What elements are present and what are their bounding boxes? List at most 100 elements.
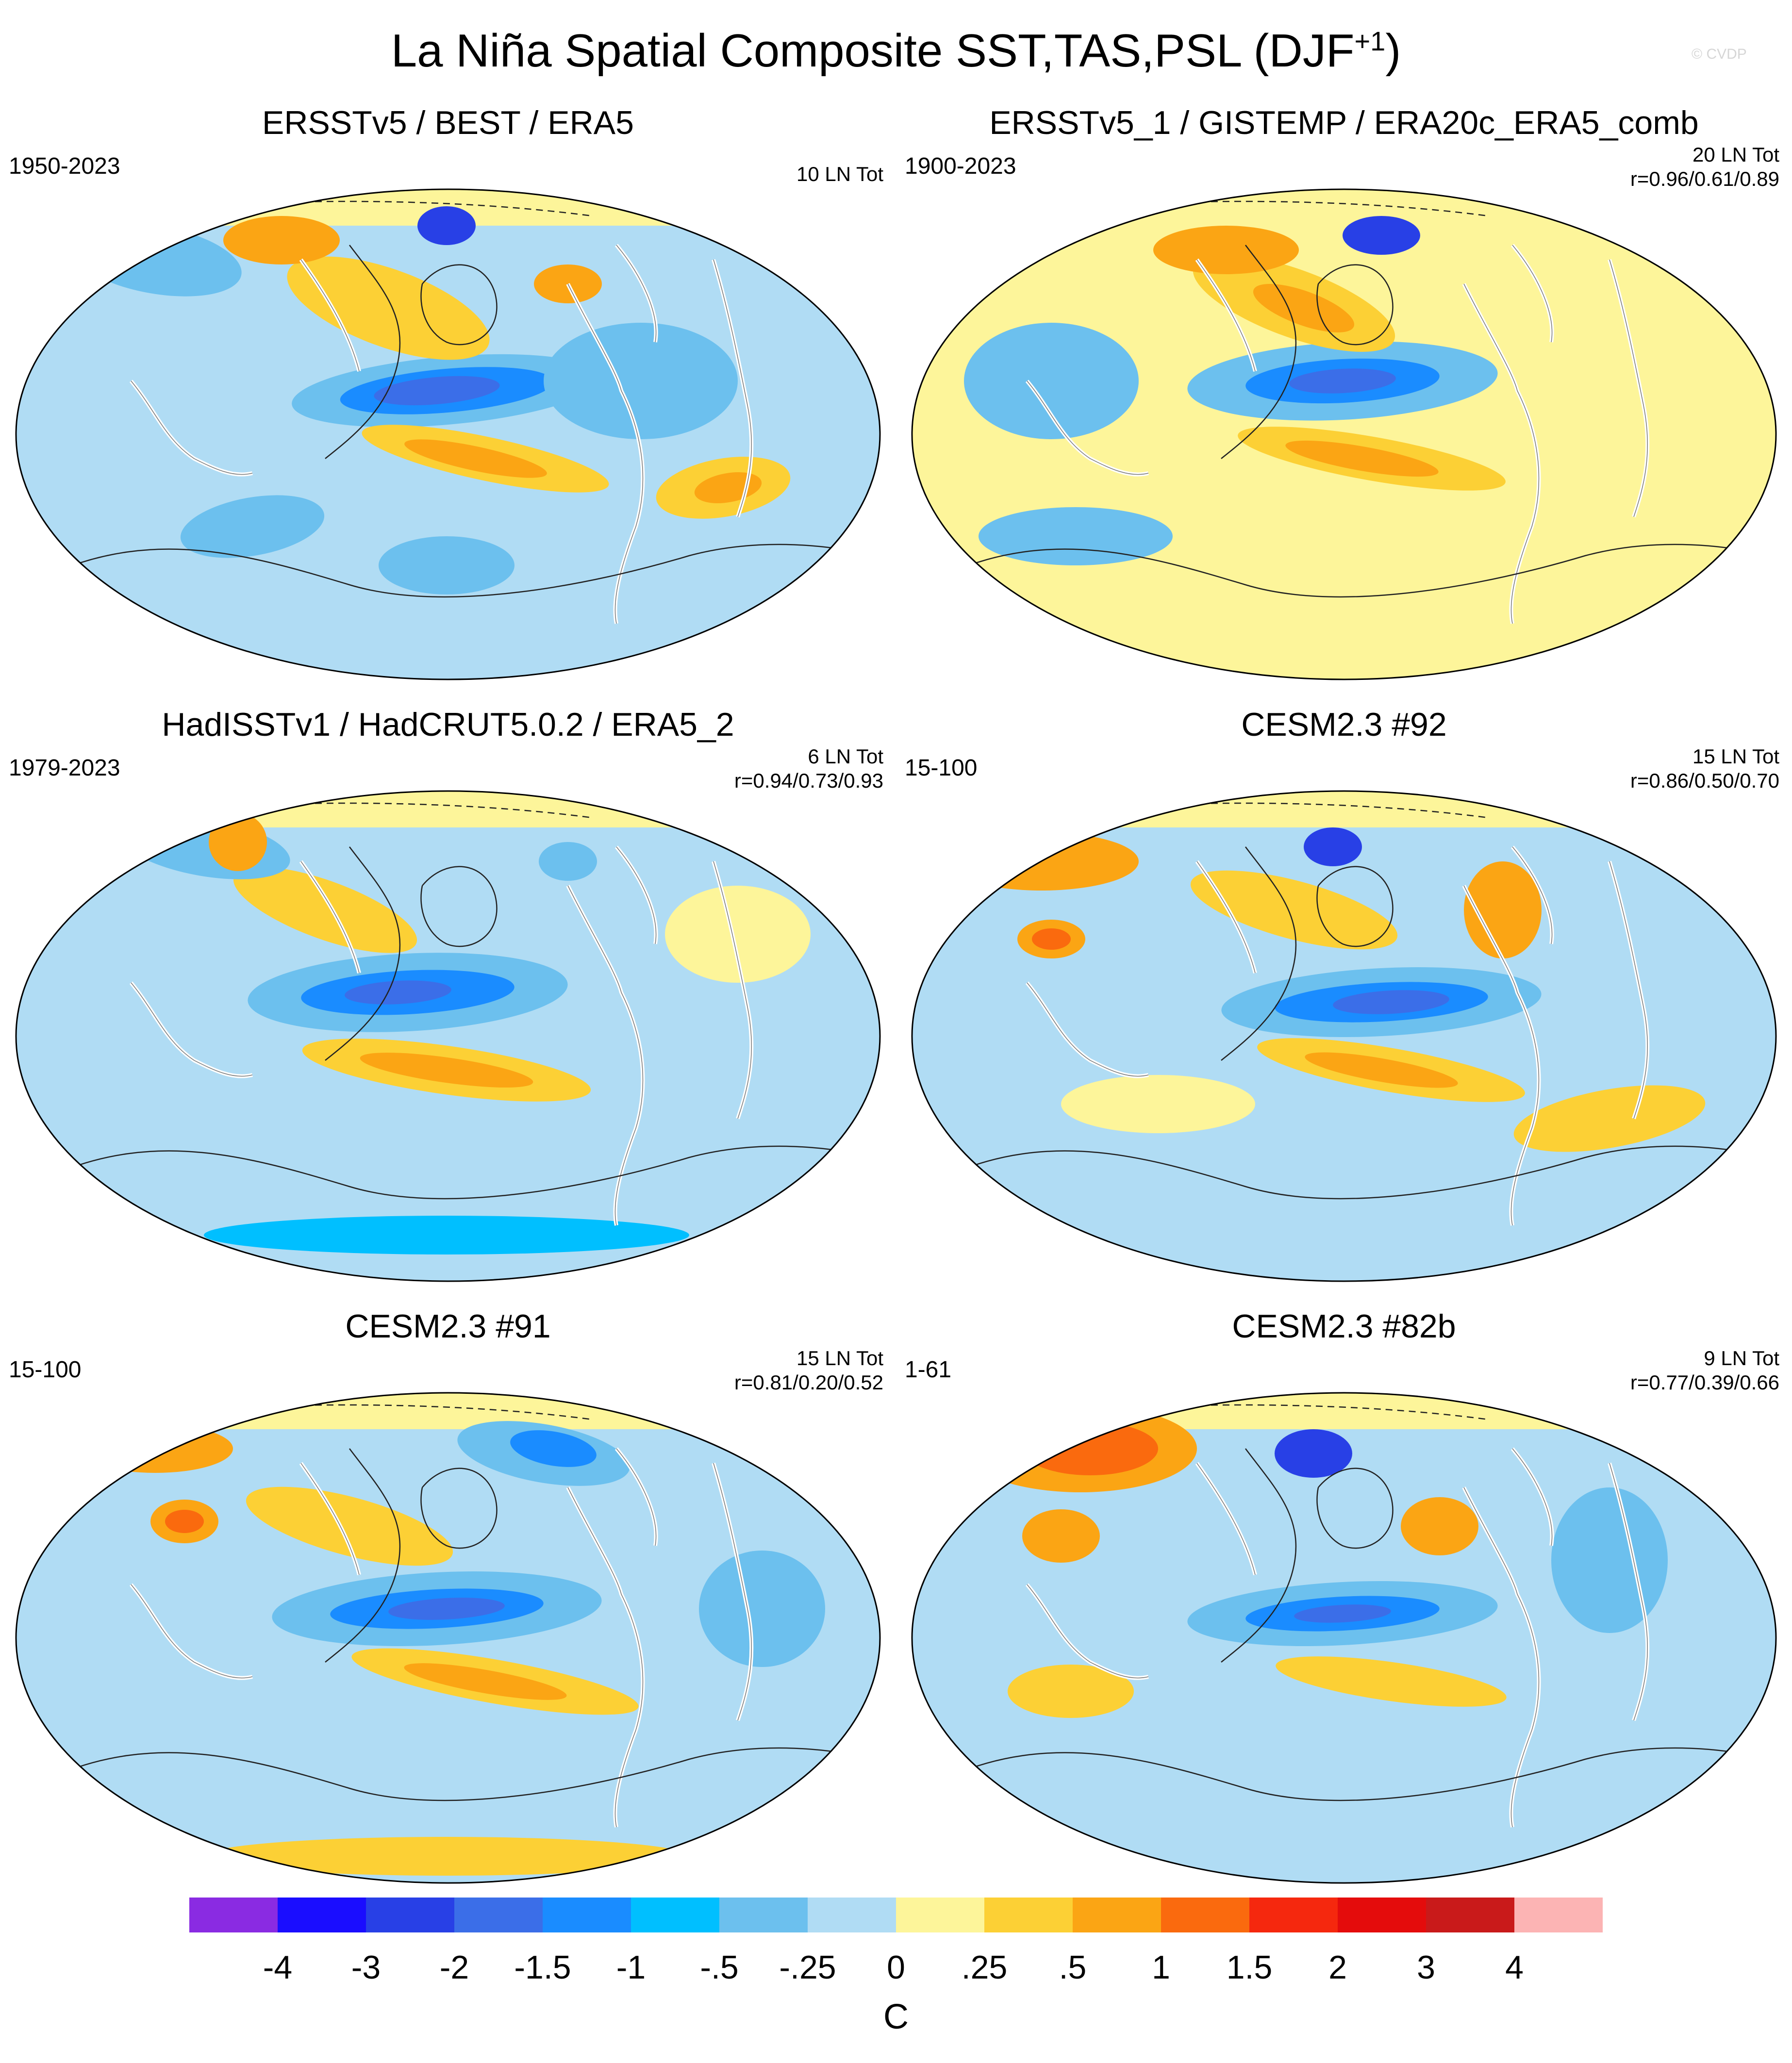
- coastline-edge: [616, 846, 657, 944]
- anomaly-region: [539, 842, 597, 881]
- colorbar-swatch: [454, 1898, 543, 1932]
- coastline-edge: [131, 1584, 253, 1679]
- coastline-edge: [300, 861, 360, 974]
- colorbar-tick-label: 4: [1505, 1949, 1524, 1986]
- panel-6: CESM2.3 #82b 1-61 9 LN Tot r=0.77/0.39/0…: [896, 1303, 1792, 1905]
- coastline-edge: [1196, 1463, 1256, 1575]
- anomaly-region: [1008, 1665, 1134, 1718]
- panel-event-count: 9 LN Tot: [1704, 1347, 1779, 1370]
- colorbar-swatch: [278, 1898, 366, 1932]
- colorbar-tick-label: .25: [961, 1949, 1008, 1986]
- anomaly-region: [165, 1510, 204, 1533]
- panel-period: 1950-2023: [9, 153, 120, 179]
- arctic-band: [16, 791, 880, 827]
- anomaly-region: [1285, 440, 1439, 477]
- panel-3: HadISSTv1 / HadCRUT5.0.2 / ERA5_2 1979-2…: [0, 701, 896, 1303]
- colorbar-swatch: [543, 1898, 631, 1932]
- panel-period: 1-61: [905, 1357, 952, 1383]
- colorbar-units: C: [883, 1997, 909, 2036]
- anomaly-region: [1551, 1487, 1668, 1633]
- psl-contour: [1316, 1468, 1394, 1549]
- panel-correlation: r=0.96/0.61/0.89: [1630, 167, 1779, 190]
- panel-title: CESM2.3 #91: [345, 1308, 551, 1345]
- global-anomaly-map: [911, 790, 1777, 1282]
- colorbar-swatch: [366, 1898, 455, 1932]
- colorbar-tick-label: -.5: [700, 1949, 739, 1986]
- anomaly-region: [246, 1486, 453, 1566]
- anomaly-region: [665, 886, 811, 983]
- psl-contour: [1316, 264, 1394, 346]
- panel-correlation: r=0.81/0.20/0.52: [734, 1371, 883, 1394]
- anomaly-region: [1275, 1429, 1352, 1478]
- psl-contour: [1221, 846, 1297, 1061]
- anomaly-region: [345, 980, 451, 1005]
- coastline-edge: [1463, 1487, 1540, 1828]
- coastline-edge: [1512, 846, 1553, 944]
- panel-correlation: r=0.86/0.50/0.70: [1630, 769, 1779, 792]
- anomaly-region: [233, 867, 417, 953]
- psl-contour: [1221, 245, 1297, 459]
- coastline-edge: [1027, 982, 1149, 1077]
- panel-correlation: r=0.77/0.39/0.66: [1630, 1371, 1779, 1394]
- colorbar-tick-label: -4: [263, 1949, 293, 1986]
- colorbar-tick-label: 1: [1152, 1949, 1170, 1986]
- psl-contour: [944, 1747, 1770, 1801]
- coastline-edge: [1463, 885, 1540, 1226]
- psl-contour: [944, 544, 1770, 598]
- panel-correlation: r=0.94/0.73/0.93: [734, 769, 883, 792]
- coastline-edge: [1027, 380, 1149, 475]
- coastline-edge: [713, 1463, 752, 1721]
- arctic-band: [16, 1393, 880, 1429]
- arctic-band: [912, 189, 1776, 226]
- psl-contour: [944, 1145, 1770, 1200]
- global-anomaly-map: [15, 188, 881, 680]
- psl-contour: [325, 1448, 401, 1663]
- anomaly-region: [979, 507, 1173, 565]
- anomaly-region: [374, 376, 500, 406]
- coastline-edge: [1609, 1463, 1648, 1721]
- panel-period: 15-100: [905, 755, 978, 781]
- colorbar-swatch: [719, 1898, 808, 1932]
- colorbar-tick-label: .5: [1059, 1949, 1087, 1986]
- anomaly-region: [1305, 1052, 1458, 1088]
- psl-contour: [420, 866, 498, 947]
- coastline-edge: [1196, 861, 1256, 974]
- colorbar-tick-label: 2: [1328, 1949, 1347, 1986]
- panel-period: 1979-2023: [9, 755, 120, 781]
- colorbar-swatch: [1338, 1898, 1427, 1932]
- colorbar-tick-label: 0: [887, 1949, 905, 1986]
- title-superscript: +1: [1354, 26, 1386, 56]
- colorbar-swatch: [631, 1898, 720, 1932]
- colorbar-swatch: [1426, 1898, 1515, 1932]
- coastline-edge: [1609, 259, 1648, 517]
- anomaly-region: [78, 1424, 233, 1473]
- coastline-edge: [1609, 861, 1648, 1119]
- coastline-edge: [1027, 1584, 1149, 1679]
- panel-2: ERSSTv5_1 / GISTEMP / ERA20c_ERA5_comb 1…: [896, 99, 1792, 701]
- anomaly-region: [1153, 226, 1299, 274]
- colorbar: [189, 1898, 1603, 1932]
- anomaly-region: [180, 495, 325, 558]
- anomaly-region: [1333, 990, 1449, 1014]
- anomaly-region: [1276, 1656, 1507, 1707]
- coastline-edge: [1512, 245, 1553, 343]
- coastline-edge: [616, 245, 657, 343]
- colorbar-tick-label: -3: [351, 1949, 381, 1986]
- anomaly-region: [204, 1837, 689, 1876]
- anomaly-region: [1304, 827, 1362, 866]
- global-anomaly-map: [15, 1392, 881, 1884]
- anomaly-region: [544, 323, 738, 439]
- panel-period: 15-100: [9, 1357, 82, 1383]
- anomaly-region: [1253, 284, 1355, 332]
- anomaly-region: [1294, 1604, 1391, 1623]
- anomaly-region: [699, 1551, 825, 1667]
- colorbar-swatch: [1514, 1898, 1603, 1932]
- psl-contour: [48, 1747, 874, 1801]
- coastline-edge: [616, 1448, 657, 1546]
- global-anomaly-map: [911, 1392, 1777, 1884]
- map-border: [15, 188, 881, 680]
- anomaly-region: [1401, 1497, 1478, 1555]
- map-border: [15, 1392, 881, 1884]
- coastline-edge: [567, 1487, 644, 1828]
- panel-5: CESM2.3 #91 15-100 15 LN Tot r=0.81/0.20…: [0, 1303, 896, 1905]
